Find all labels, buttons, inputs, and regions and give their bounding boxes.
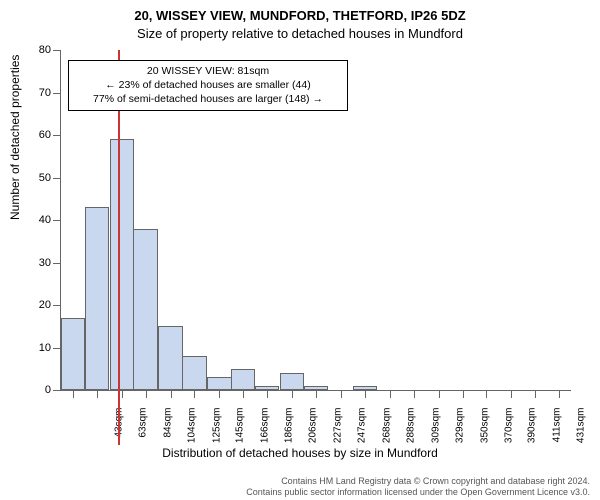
bar: [207, 377, 231, 390]
bar: [85, 207, 109, 390]
annotation-box: 20 WISSEY VIEW: 81sqm ← 23% of detached …: [68, 60, 348, 111]
y-axis-label: Number of detached properties: [8, 55, 22, 220]
bar: [110, 139, 134, 390]
footer-line-2: Contains public sector information licen…: [0, 487, 590, 498]
y-tick-label: 80: [23, 44, 51, 56]
x-tick: [122, 390, 123, 398]
y-tick-label: 40: [23, 214, 51, 226]
x-axis-label: Distribution of detached houses by size …: [0, 446, 600, 460]
y-tick-label: 60: [23, 129, 51, 141]
y-tick: [53, 220, 61, 221]
bar: [158, 326, 182, 390]
x-tick: [171, 390, 172, 398]
x-tick: [292, 390, 293, 398]
container: 20, WISSEY VIEW, MUNDFORD, THETFORD, IP2…: [0, 0, 600, 500]
y-tick-label: 20: [23, 299, 51, 311]
x-tick: [97, 390, 98, 398]
x-tick: [341, 390, 342, 398]
x-tick: [511, 390, 512, 398]
page-subtitle: Size of property relative to detached ho…: [0, 26, 600, 41]
y-tick-label: 70: [23, 87, 51, 99]
annotation-line-1: 20 WISSEY VIEW: 81sqm: [75, 64, 341, 78]
y-tick: [53, 305, 61, 306]
y-tick-label: 10: [23, 342, 51, 354]
bar: [231, 369, 255, 390]
x-tick: [390, 390, 391, 398]
x-tick: [316, 390, 317, 398]
annotation-line-3: 77% of semi-detached houses are larger (…: [75, 92, 341, 106]
annotation-line-2: ← 23% of detached houses are smaller (44…: [75, 78, 341, 92]
y-tick-label: 0: [23, 384, 51, 396]
x-tick: [73, 390, 74, 398]
x-tick: [365, 390, 366, 398]
x-tick: [439, 390, 440, 398]
x-tick: [414, 390, 415, 398]
y-tick: [53, 390, 61, 391]
page-title: 20, WISSEY VIEW, MUNDFORD, THETFORD, IP2…: [0, 8, 600, 23]
y-tick: [53, 178, 61, 179]
x-tick: [535, 390, 536, 398]
bar: [182, 356, 206, 390]
bar: [61, 318, 85, 390]
y-tick: [53, 263, 61, 264]
y-tick: [53, 93, 61, 94]
x-tick: [243, 390, 244, 398]
footer-line-1: Contains HM Land Registry data © Crown c…: [0, 476, 590, 487]
y-tick: [53, 50, 61, 51]
y-tick: [53, 135, 61, 136]
y-tick-label: 50: [23, 172, 51, 184]
bar: [280, 373, 304, 390]
x-tick: [463, 390, 464, 398]
y-tick-label: 30: [23, 257, 51, 269]
x-tick: [267, 390, 268, 398]
x-tick: [559, 390, 560, 398]
x-tick: [486, 390, 487, 398]
x-tick: [194, 390, 195, 398]
footer: Contains HM Land Registry data © Crown c…: [0, 476, 590, 499]
bar: [133, 229, 157, 391]
x-tick: [146, 390, 147, 398]
x-tick: [219, 390, 220, 398]
